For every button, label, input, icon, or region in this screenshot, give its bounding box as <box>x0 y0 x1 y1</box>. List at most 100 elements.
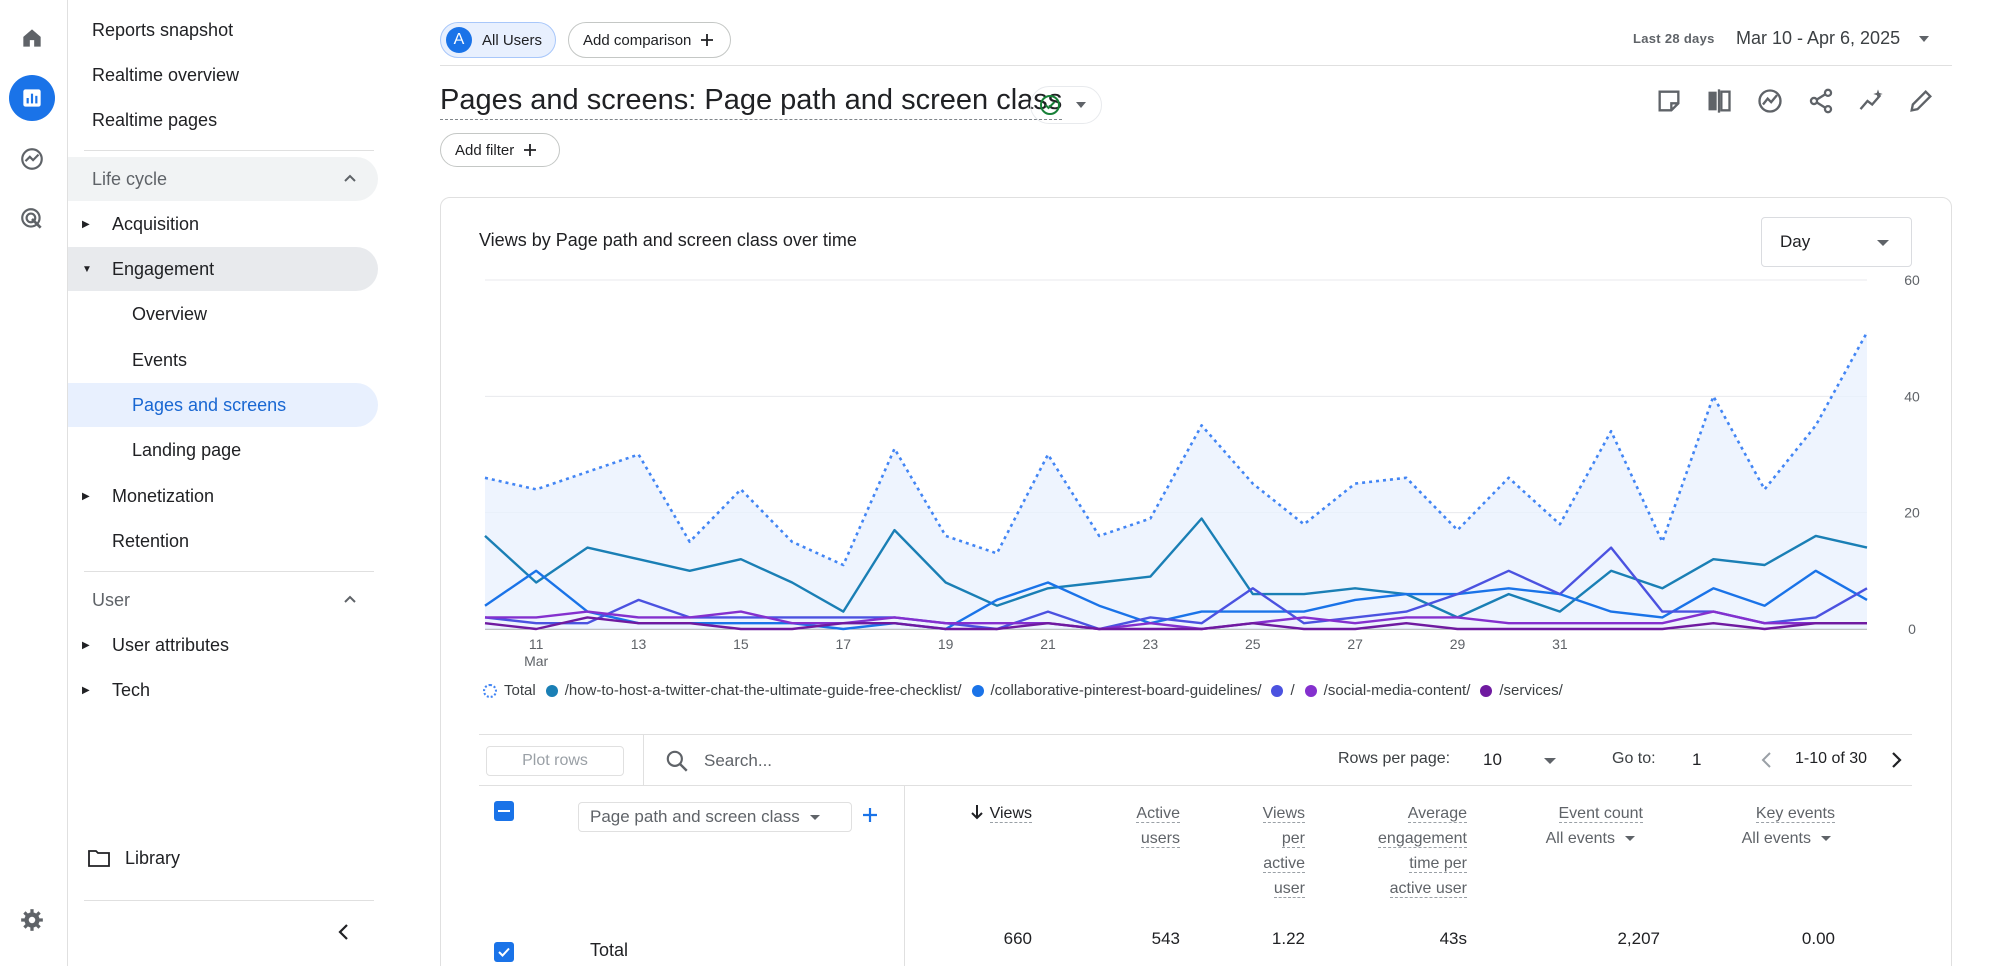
col-label-line: time per <box>1409 855 1467 873</box>
nav-section-label: Life cycle <box>92 168 168 189</box>
nav-section-lifecycle[interactable]: Life cycle <box>68 157 378 201</box>
add-dimension-icon[interactable] <box>860 805 880 825</box>
total-views: 660 <box>1003 929 1032 948</box>
nav-label: Engagement <box>112 258 215 279</box>
event-filter-select[interactable]: All events <box>1545 830 1615 847</box>
goto-input[interactable]: 1 <box>1692 750 1702 769</box>
edit-pencil-icon[interactable] <box>1906 86 1936 116</box>
x-tick-label: 31 <box>1552 636 1568 652</box>
nav-section-label: User <box>92 589 131 610</box>
explore-icon[interactable] <box>9 136 55 182</box>
nav-realtime-pages[interactable]: Realtime pages <box>68 98 378 142</box>
nav-reports-snapshot[interactable]: Reports snapshot <box>68 8 378 52</box>
total-avg-engagement-time: 43s <box>1439 929 1467 948</box>
add-filter-button[interactable]: Add filter <box>440 133 560 167</box>
nav-label: Realtime pages <box>92 109 218 130</box>
next-page-icon[interactable] <box>1885 748 1907 772</box>
collapse-nav-button[interactable] <box>332 920 356 944</box>
caret-down-icon <box>1076 102 1086 108</box>
nav-acquisition[interactable]: ▶ Acquisition <box>68 202 378 246</box>
legend-item[interactable]: Total <box>483 682 536 699</box>
col-label-line: Active <box>1136 805 1180 823</box>
x-tick-label: 19 <box>938 636 954 652</box>
nav-label: Acquisition <box>112 213 200 234</box>
rows-per-page-caret-icon[interactable] <box>1544 758 1556 764</box>
nav-label: Realtime overview <box>92 64 240 85</box>
legend-item[interactable]: /social-media-content/ <box>1304 682 1471 699</box>
legend-swatch <box>545 684 558 697</box>
nav-landing-page[interactable]: Landing page <box>68 428 378 472</box>
col-header-views-per-user[interactable]: Views per active user <box>1224 801 1305 901</box>
legend-item[interactable]: /services/ <box>1480 682 1563 699</box>
date-range-picker[interactable]: Mar 10 - Apr 6, 2025 <box>1736 28 1901 48</box>
nav-events[interactable]: Events <box>68 338 378 382</box>
nav-retention[interactable]: Retention <box>68 519 378 563</box>
date-dropdown-icon[interactable] <box>1919 36 1929 42</box>
plot-rows-button[interactable]: Plot rows <box>486 746 624 776</box>
legend-label: / <box>1290 682 1295 699</box>
home-icon[interactable] <box>9 15 55 61</box>
granularity-select[interactable]: Day <box>1761 217 1912 267</box>
nav-overview[interactable]: Overview <box>68 292 378 336</box>
nav-tech[interactable]: ▶ Tech <box>68 668 378 712</box>
customize-note-icon[interactable] <box>1654 86 1684 116</box>
col-header-key-events[interactable]: Key events All events <box>1720 801 1835 851</box>
chevron-up-icon <box>344 174 356 182</box>
advertising-icon[interactable] <box>9 196 55 242</box>
indeterminate-mark <box>498 810 510 812</box>
col-header-active-users[interactable]: Active users <box>1080 801 1180 851</box>
compare-icon[interactable] <box>1704 86 1734 116</box>
rows-per-page-select[interactable]: 10 <box>1483 750 1502 769</box>
nav-library[interactable]: Library <box>68 836 378 880</box>
series-line <box>484 616 1867 631</box>
prev-page-icon[interactable] <box>1756 748 1778 772</box>
nav-label: Events <box>132 349 188 370</box>
rows-per-page-label: Rows per page: <box>1338 750 1451 767</box>
legend-label: /social-media-content/ <box>1323 682 1471 699</box>
nav-engagement[interactable]: ▼ Engagement <box>68 247 378 291</box>
nav-monetization[interactable]: ▶ Monetization <box>68 474 378 518</box>
x-tick-label: 25 <box>1245 636 1261 652</box>
insights-icon[interactable] <box>1755 86 1785 116</box>
x-tick-label: 11 <box>529 636 544 652</box>
nav-realtime-overview[interactable]: Realtime overview <box>68 53 378 97</box>
sidebar-nav: Reports snapshot Realtime overview Realt… <box>68 0 386 966</box>
segment-letter-badge: A <box>446 27 472 53</box>
y-tick-label: 60 <box>1904 272 1920 288</box>
nav-label: Landing page <box>132 439 242 460</box>
legend-label: /services/ <box>1499 682 1563 699</box>
nav-pages-and-screens[interactable]: Pages and screens <box>68 383 378 427</box>
select-all-checkbox[interactable] <box>494 801 514 821</box>
segment-chip-all-users[interactable]: A All Users <box>440 22 556 58</box>
search-input[interactable]: Search... <box>704 751 773 770</box>
col-header-avg-engagement-time[interactable]: Average engagement time per active user <box>1330 801 1467 901</box>
total-row-checkbox[interactable] <box>494 942 514 962</box>
legend-item[interactable]: /collaborative-pinterest-board-guideline… <box>971 682 1262 699</box>
key-event-filter-select[interactable]: All events <box>1741 830 1811 847</box>
title-status-dropdown[interactable] <box>1030 86 1102 124</box>
trend-sparkle-icon[interactable] <box>1856 86 1886 116</box>
checkmark-icon <box>498 947 510 957</box>
legend-label: /collaborative-pinterest-board-guideline… <box>990 682 1262 699</box>
total-area-fill <box>485 332 1867 629</box>
col-header-event-count[interactable]: Event count All events <box>1530 801 1643 851</box>
share-icon[interactable] <box>1806 86 1836 116</box>
caret-right-icon: ▶ <box>82 218 90 230</box>
reports-icon[interactable] <box>9 75 55 121</box>
col-header-views[interactable]: Views <box>960 801 1032 826</box>
dimension-select[interactable]: Page path and screen class <box>578 802 852 832</box>
table-search[interactable]: Search... <box>664 746 772 776</box>
page-title: Pages and screens: Page path and screen … <box>440 84 1063 120</box>
legend-item[interactable]: /how-to-host-a-twitter-chat-the-ultimate… <box>545 682 962 699</box>
nav-section-user[interactable]: User <box>68 578 378 622</box>
table-top-divider <box>479 734 1912 735</box>
caret-down-icon <box>1625 836 1635 842</box>
legend-item[interactable]: / <box>1271 682 1295 699</box>
page-range: 1-10 of 30 <box>1795 750 1868 767</box>
add-comparison-button[interactable]: Add comparison <box>568 22 731 58</box>
x-tick-label: 13 <box>631 636 647 652</box>
nav-user-attributes[interactable]: ▶ User attributes <box>68 623 378 667</box>
caret-right-icon: ▶ <box>82 684 90 696</box>
settings-icon[interactable] <box>9 897 55 943</box>
